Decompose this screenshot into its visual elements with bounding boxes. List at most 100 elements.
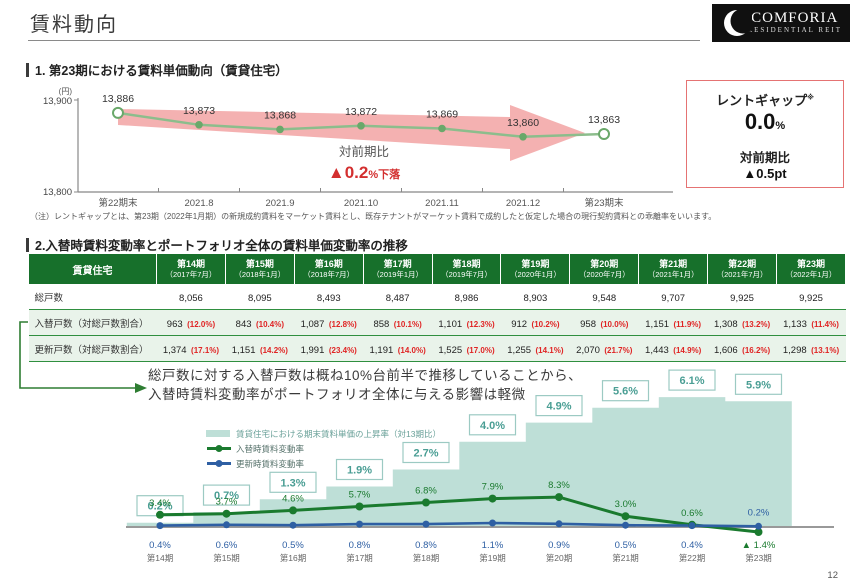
area-label: 6.1% [679, 375, 704, 387]
table-cell: 1,191 (14.0%) [363, 335, 433, 362]
blue-point [622, 521, 629, 529]
table-cell: 1,151 (11.9%) [638, 309, 708, 336]
legend-blue-label: 更新時賃料変動率 [236, 458, 305, 469]
area-label: 1.3% [280, 477, 305, 489]
title-divider [28, 40, 700, 41]
logo-subtitle: RESIDENTIAL REIT [747, 26, 842, 34]
data-point [195, 121, 203, 129]
section2-heading: 2.入替時賃料変動率とポートフォリオ全体の賃料単価変動率の推移 [26, 235, 408, 254]
green-value-label: 3.0% [615, 499, 637, 510]
green-point [156, 510, 164, 519]
table-cell: 1,298 (13.1%) [776, 335, 846, 362]
table-cell: 2,070 (21.7%) [569, 335, 639, 362]
data-point [438, 124, 446, 133]
period-header: 第21期 （2021年1月） [638, 253, 709, 285]
table-cell: 1,443 (14.9%) [638, 335, 708, 362]
x-tick-label: 第20期 [546, 553, 572, 563]
footnote: （注）レントギャップとは、第23期（2022年1月期）の新規成約賃料をマーケット… [30, 212, 717, 221]
table-cell: 1,151 (14.2%) [225, 335, 295, 362]
table-row: 総戸数 8,056 8,095 8,493 8,487 8,986 8,903 9,548 9,… [28, 284, 846, 310]
area-label-box [468, 414, 517, 436]
page-number: 12 [827, 570, 838, 581]
callout-text: 総戸数に対する入替戸数は概ね10%台前半で推移していることから、 入替時賃料変動… [148, 366, 582, 404]
callout-line1: 総戸数に対する入替戸数は概ね10%台前半で推移していることから、 [148, 368, 583, 383]
table-cell: 9,925 [707, 284, 777, 310]
period-header: 第18期 （2019年7月） [431, 253, 502, 285]
legend-item-green-line: 入替時賃料変動率 [206, 441, 441, 456]
section1-bar [26, 62, 29, 77]
legend-green-label: 入替時賃料変動率 [236, 443, 305, 454]
green-point [621, 512, 630, 521]
table-cell: 1,308 (13.2%) [707, 309, 777, 336]
units-table-wrap: 賃貸住宅 第14期 （2017年7月） 第15期 （2018年1月） 第16期 （2018年… [28, 253, 846, 362]
x-tick-label: 第15期 [213, 553, 239, 563]
period-header: 第16期 （2018年7月） [293, 253, 364, 285]
section1-heading: 1. 第23期における賃料単価動向（賃貸住宅） [26, 60, 288, 79]
table-row: 入替戸数（対総戸数割合） 963 (12.0%) 843 (10.4%) 1,087 … [28, 309, 846, 336]
green-value-label: 5.7% [349, 490, 371, 501]
table-cell: 843 (10.4%) [225, 309, 295, 336]
blue-value-label: 0.8% [415, 540, 437, 551]
data-label: 13,872 [345, 106, 377, 118]
data-point [357, 122, 365, 130]
data-point [276, 125, 284, 134]
area-label: 1.9% [347, 465, 372, 477]
blue-value-label: 0.4% [149, 540, 171, 551]
area-label-box [335, 458, 384, 481]
table-cell: 1,133 (11.4%) [776, 309, 846, 336]
section2-heading-text: 2.入替時賃料変動率とポートフォリオ全体の賃料単価変動率の推移 [35, 239, 408, 253]
x-tick-label: 2021.10 [344, 198, 378, 209]
x-tick-label: 第22期末 [98, 197, 138, 209]
rent-gap-sub-label: 対前期比 [739, 151, 790, 165]
data-point [598, 128, 610, 140]
blue-value-label: 0.9% [548, 540, 570, 551]
blue-point [555, 520, 563, 528]
table-cell: 1,087 (12.8%) [294, 309, 364, 336]
green-point [222, 509, 231, 518]
period-header: 第15期 （2018年1月） [224, 253, 295, 285]
x-tick-label: 2021.8 [184, 198, 213, 209]
period-header: 第23期 （2022年1月） [776, 253, 846, 285]
blue-value-label: 1.1% [482, 540, 504, 551]
area-label-box [668, 369, 716, 391]
data-label: 13,860 [507, 117, 539, 129]
data-label: 13,886 [102, 93, 134, 105]
blue-line [159, 521, 759, 528]
green-point [289, 506, 297, 515]
x-tick-label: 第21期 [612, 553, 638, 563]
data-label: 13,863 [588, 114, 620, 126]
rent-gap-value: 0.0% [744, 109, 786, 134]
legend-area-label: 賃貸住宅における期末賃料単価の上昇率（対13期比） [236, 428, 441, 439]
legend-item-blue-line: 更新時賃料変動率 [206, 456, 441, 471]
rent-gap-box: レントギャップ※ 0.0% 対前期比 ▲0.5pt [686, 80, 844, 188]
table-cell: 8,487 [363, 284, 433, 310]
table-cell: 963 (12.0%) [156, 309, 226, 336]
y-tick-label: 13,900 [43, 96, 72, 107]
crescent-moon-icon [724, 8, 752, 36]
chart-legend: 賃貸住宅における期末賃料単価の上昇率（対13期比） 入替時賃料変動率 更新時賃料… [206, 426, 441, 471]
x-tick-label: 第23期 [745, 553, 771, 563]
green-value-label: 0.6% [681, 508, 703, 519]
table-cell: 1,101 (12.3%) [432, 309, 501, 336]
area-label: 0.2% [147, 501, 172, 513]
legend-item-area: 賃貸住宅における期末賃料単価の上昇率（対13期比） [206, 426, 441, 441]
green-line-swatch-icon [207, 445, 231, 452]
table-row: 更新戸数（対総戸数割合） 1,374 (17.1%) 1,151 (14.2%) 1,… [28, 335, 846, 362]
blue-point [489, 519, 496, 527]
table-cell: 9,925 [776, 284, 846, 310]
table-cell: 8,056 [156, 284, 226, 310]
table-cell: 1,255 (14.1%) [500, 335, 570, 362]
area-label: 4.9% [546, 401, 571, 413]
blue-value-label: 0.4% [681, 540, 703, 551]
green-line [159, 495, 759, 534]
green-value-label: 3.7% [216, 497, 238, 508]
table-cell: 8,986 [432, 284, 501, 310]
x-tick-label: 第16期 [280, 553, 306, 563]
annotation-label: 対前期比 [339, 144, 389, 159]
callout-bracket-arrow [19, 321, 147, 393]
downtrend-arrow [118, 105, 585, 161]
step-area [126, 397, 792, 527]
rent-gap-title: レントギャップ※ [716, 93, 814, 108]
green-value-label: 8.3% [548, 480, 570, 491]
table-cell: 1,525 (17.0%) [432, 335, 501, 362]
